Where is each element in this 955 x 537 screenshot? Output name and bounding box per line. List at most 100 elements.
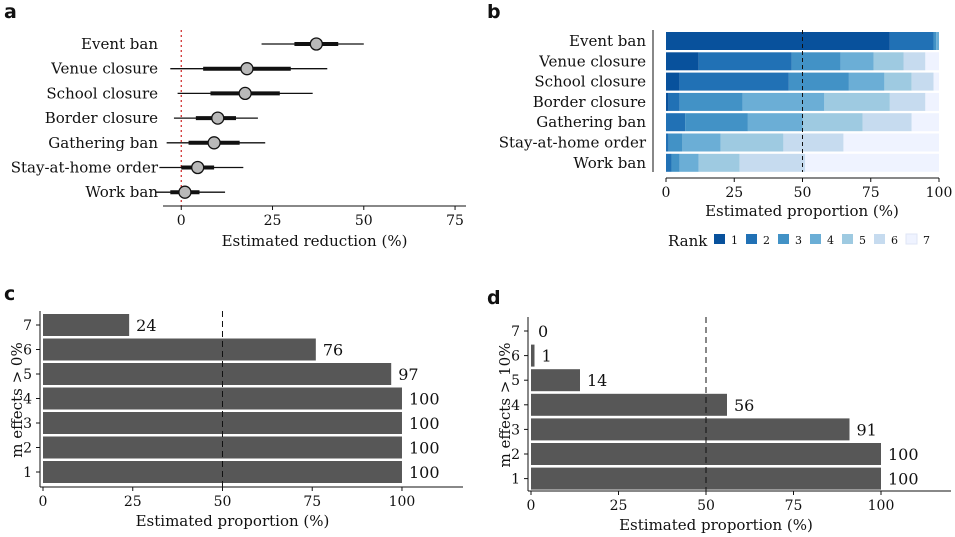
y-label-border-closure: Border closure bbox=[533, 93, 646, 111]
value-label-6: 76 bbox=[323, 341, 343, 360]
median-point-event-ban bbox=[309, 37, 323, 51]
y-label-2: 2 bbox=[511, 447, 520, 463]
bar-segment-rank-3-event-ban bbox=[933, 32, 937, 50]
bar-segment-rank-7-gathering-ban bbox=[911, 113, 939, 132]
bar-segment-rank-2-school-closure bbox=[679, 72, 789, 91]
y-label-7: 7 bbox=[23, 318, 32, 334]
bar-segment-rank-1-school-closure bbox=[666, 72, 680, 91]
legend-label-rank-5: 5 bbox=[859, 234, 866, 247]
value-label-2: 100 bbox=[888, 445, 919, 464]
y-label-4: 4 bbox=[23, 392, 32, 408]
panel-letter-a: a bbox=[4, 1, 17, 23]
y-label-venue-closure: Venue closure bbox=[538, 52, 646, 70]
bar-segment-rank-7-work-ban bbox=[805, 153, 939, 172]
bar-segment-rank-4-school-closure bbox=[848, 72, 885, 91]
bar-segment-rank-1-border-closure bbox=[666, 92, 669, 111]
y-label-stay-at-home-order: Stay-at-home order bbox=[499, 134, 647, 152]
legend-swatch-rank-1 bbox=[714, 234, 725, 244]
y-label-stay-at-home-order: Stay-at-home order bbox=[11, 159, 159, 177]
legend-label-rank-2: 2 bbox=[763, 234, 770, 247]
value-label-1: 100 bbox=[888, 470, 919, 489]
y-label-gathering-ban: Gathering ban bbox=[48, 134, 158, 152]
y-label-3: 3 bbox=[511, 422, 520, 438]
panel-c-bar-chart: 7 24 6 76 5 97 4 100 3 100 2 100 1 100 0 25 50 75 100 Estim… bbox=[8, 311, 463, 530]
bar-segment-rank-5-gathering-ban bbox=[802, 113, 863, 132]
bar-segment-rank-2-event-ban bbox=[889, 32, 934, 50]
y-label-venue-closure: Venue closure bbox=[50, 60, 158, 78]
bar-segment-rank-2-stay-at-home-order bbox=[666, 133, 669, 152]
y-label-school-closure: School closure bbox=[534, 73, 646, 91]
legend-swatch-rank-7 bbox=[905, 233, 918, 245]
value-label-3: 91 bbox=[857, 420, 877, 439]
legend-swatch-rank-5 bbox=[842, 234, 853, 244]
panel-d-bar-chart: 7 0 6 1 5 14 4 56 3 91 2 100 1 100 0 25 50 75 100 Estimated… bbox=[496, 317, 951, 534]
y-label-5: 5 bbox=[23, 367, 32, 383]
y-label-2: 2 bbox=[23, 441, 32, 457]
value-label-6: 1 bbox=[542, 347, 552, 366]
bar-segment-rank-7-venue-closure bbox=[925, 52, 939, 71]
y-label-border-closure: Border closure bbox=[45, 109, 158, 127]
bar-segment-rank-4-event-ban bbox=[936, 32, 939, 50]
bar-4 bbox=[43, 387, 402, 410]
value-label-4: 100 bbox=[409, 390, 440, 409]
bar-6 bbox=[531, 344, 535, 367]
y-label-work-ban: Work ban bbox=[573, 154, 646, 172]
x-tick-label-50: 50 bbox=[697, 498, 715, 514]
bar-4 bbox=[531, 393, 727, 416]
legend-label-rank-3: 3 bbox=[795, 234, 802, 247]
x-tick-label-100: 100 bbox=[389, 494, 416, 510]
bar-segment-rank-2-work-ban bbox=[666, 153, 672, 172]
value-label-5: 97 bbox=[398, 365, 418, 384]
y-label-1: 1 bbox=[23, 465, 32, 481]
bar-2 bbox=[531, 443, 881, 465]
bar-5 bbox=[531, 369, 580, 392]
bar-6 bbox=[43, 338, 316, 361]
median-point-gathering-ban bbox=[207, 136, 221, 150]
y-axis-title: m effects > 0% bbox=[8, 342, 26, 457]
median-point-venue-closure bbox=[240, 62, 254, 76]
bar-segment-rank-6-school-closure bbox=[911, 72, 934, 91]
x-tick-label-75: 75 bbox=[862, 185, 880, 201]
y-label-school-closure: School closure bbox=[46, 84, 158, 102]
x-tick-label-50: 50 bbox=[794, 185, 812, 201]
y-label-gathering-ban: Gathering ban bbox=[536, 113, 646, 131]
median-point-work-ban bbox=[178, 185, 192, 199]
median-point-border-closure bbox=[211, 111, 225, 125]
bar-segment-rank-1-event-ban bbox=[666, 32, 890, 50]
median-point-school-closure bbox=[238, 86, 252, 101]
x-tick-label-75: 75 bbox=[785, 498, 803, 514]
legend-swatch-rank-6 bbox=[874, 234, 885, 244]
value-label-5: 14 bbox=[587, 371, 607, 390]
bar-segment-rank-5-school-closure bbox=[884, 72, 912, 91]
x-tick-label-0: 0 bbox=[39, 494, 48, 510]
legend-label-rank-6: 6 bbox=[891, 234, 898, 247]
x-tick-label-25: 25 bbox=[725, 185, 743, 201]
bar-segment-rank-4-border-closure bbox=[742, 92, 825, 111]
y-label-1: 1 bbox=[511, 472, 520, 488]
value-label-3: 100 bbox=[409, 414, 440, 433]
x-tick-label-25: 25 bbox=[264, 213, 282, 229]
x-tick-label-100: 100 bbox=[926, 185, 953, 201]
y-label-6: 6 bbox=[511, 349, 520, 365]
panel-letter-b: b bbox=[487, 1, 501, 23]
bar-segment-rank-1-venue-closure bbox=[666, 52, 699, 71]
bar-segment-rank-3-gathering-ban bbox=[685, 113, 748, 132]
y-label-3: 3 bbox=[23, 416, 32, 432]
x-tick-label-0: 0 bbox=[177, 213, 186, 229]
x-axis-title: Estimated proportion (%) bbox=[136, 512, 330, 530]
legend-label-rank-7: 7 bbox=[923, 234, 930, 247]
bar-segment-rank-7-border-closure bbox=[925, 92, 939, 111]
bar-5 bbox=[43, 363, 392, 385]
value-label-2: 100 bbox=[409, 439, 440, 458]
bar-segment-rank-3-stay-at-home-order bbox=[668, 133, 683, 152]
bar-segment-rank-5-border-closure bbox=[824, 92, 890, 111]
bar-segment-rank-6-gathering-ban bbox=[862, 113, 912, 132]
y-label-work-ban: Work ban bbox=[85, 183, 158, 201]
y-label-event-ban: Event ban bbox=[81, 35, 158, 53]
bar-segment-rank-5-work-ban bbox=[698, 153, 740, 172]
bar-segment-rank-3-work-ban bbox=[671, 153, 680, 172]
legend-swatch-rank-4 bbox=[810, 234, 821, 244]
x-axis-title: Estimated reduction (%) bbox=[222, 232, 408, 250]
y-label-4: 4 bbox=[511, 398, 520, 414]
